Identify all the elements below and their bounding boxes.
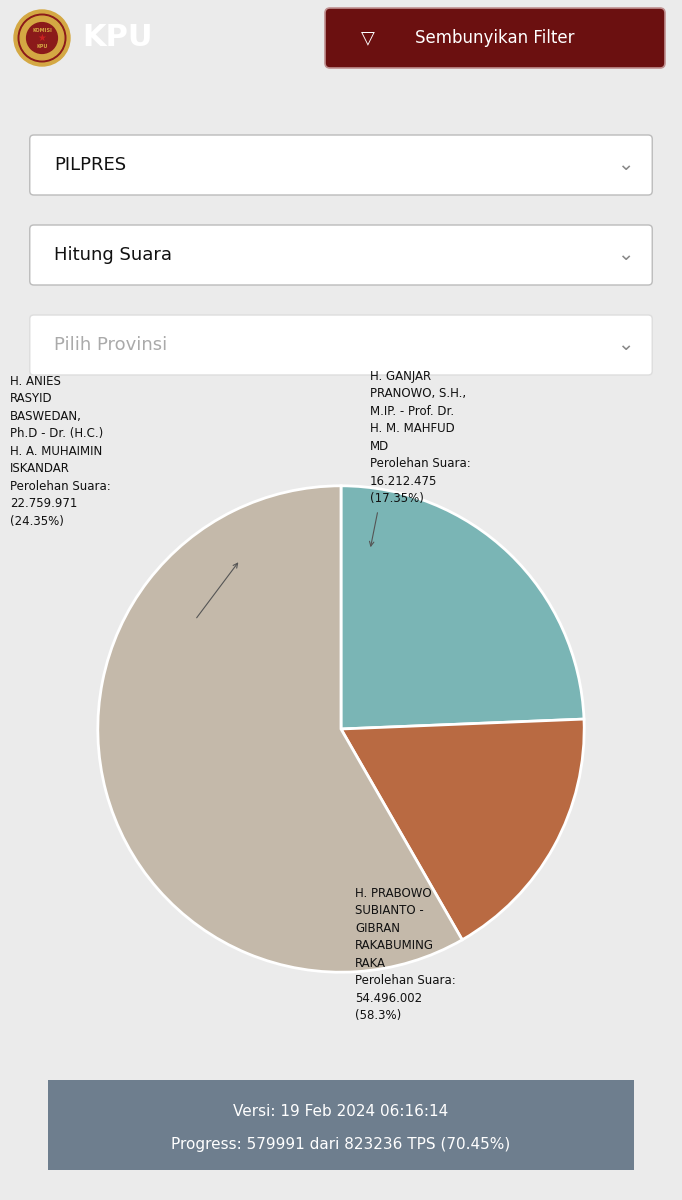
- Text: ⌄: ⌄: [617, 246, 633, 264]
- Text: KOMISI: KOMISI: [32, 28, 52, 32]
- Text: Pilih Provinsi: Pilih Provinsi: [54, 336, 167, 354]
- Text: Sembunyikan Filter: Sembunyikan Filter: [415, 29, 575, 47]
- Wedge shape: [341, 486, 584, 728]
- FancyBboxPatch shape: [30, 226, 652, 284]
- Text: Hitung Suara: Hitung Suara: [54, 246, 172, 264]
- FancyBboxPatch shape: [30, 134, 652, 194]
- Circle shape: [20, 16, 64, 60]
- Circle shape: [27, 23, 57, 53]
- Text: H. ANIES
RASYID
BASWEDAN,
Ph.D - Dr. (H.C.)
H. A. MUHAIMIN
ISKANDAR
Perolehan Su: H. ANIES RASYID BASWEDAN, Ph.D - Dr. (H.…: [10, 374, 110, 528]
- Text: KPU: KPU: [82, 23, 153, 52]
- Text: KPU: KPU: [36, 43, 48, 48]
- Text: PILPRES: PILPRES: [54, 156, 126, 174]
- Text: ★: ★: [38, 32, 46, 43]
- Text: ⌄: ⌄: [617, 336, 633, 354]
- Circle shape: [18, 14, 65, 61]
- Text: ⌄: ⌄: [617, 156, 633, 174]
- Text: Versi: 19 Feb 2024 06:16:14: Versi: 19 Feb 2024 06:16:14: [233, 1104, 449, 1118]
- Text: H. PRABOWO
SUBIANTO -
GIBRAN
RAKABUMING
RAKA
Perolehan Suara:
54.496.002
(58.3%): H. PRABOWO SUBIANTO - GIBRAN RAKABUMING …: [355, 887, 456, 1022]
- FancyBboxPatch shape: [30, 314, 652, 374]
- Text: ▽: ▽: [361, 29, 375, 47]
- Circle shape: [14, 10, 70, 66]
- Text: H. GANJAR
PRANOWO, S.H.,
M.IP. - Prof. Dr.
H. M. MAHFUD
MD
Perolehan Suara:
16.2: H. GANJAR PRANOWO, S.H., M.IP. - Prof. D…: [370, 370, 471, 505]
- Wedge shape: [98, 486, 462, 972]
- Wedge shape: [341, 719, 584, 940]
- FancyBboxPatch shape: [325, 8, 665, 68]
- Text: Progress: 579991 dari 823236 TPS (70.45%): Progress: 579991 dari 823236 TPS (70.45%…: [171, 1138, 511, 1152]
- FancyBboxPatch shape: [18, 1075, 664, 1175]
